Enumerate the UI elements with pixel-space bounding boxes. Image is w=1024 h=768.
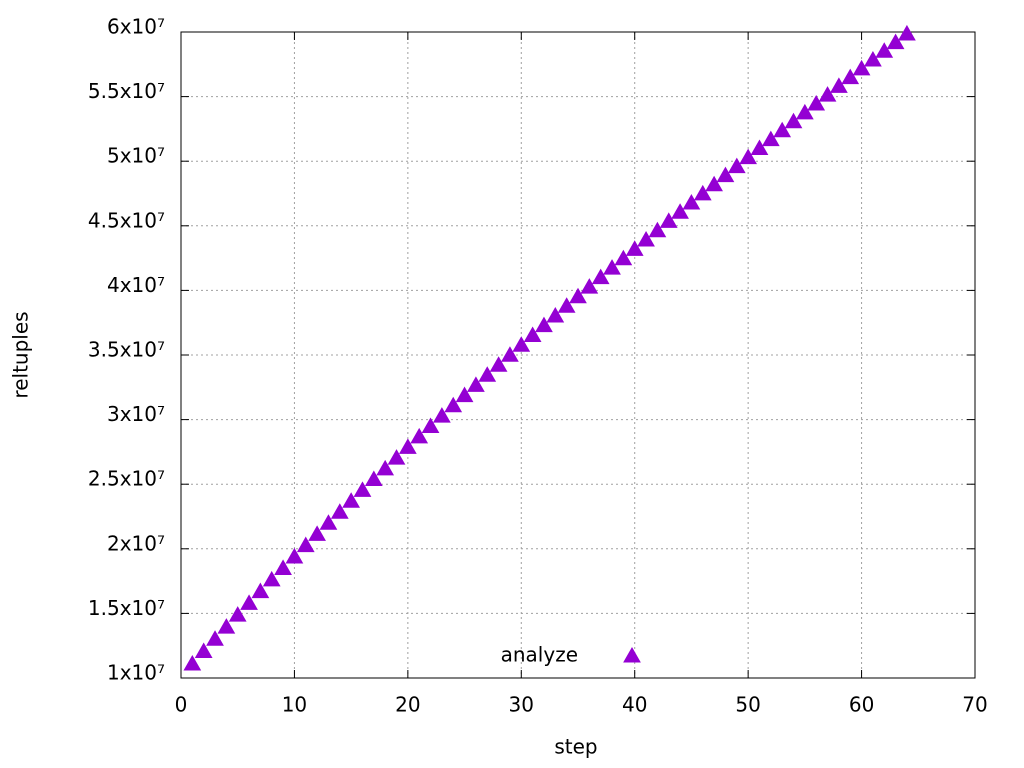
data-point [875,42,894,58]
data-point [818,86,837,102]
data-point [739,148,758,165]
data-point [364,470,383,487]
y-tick-label: 1x10⁷ [107,661,165,685]
y-tick-label: 6x10⁷ [107,15,165,39]
data-point [308,525,326,541]
data-point [489,356,508,372]
data-point [614,249,633,266]
data-point [569,287,587,304]
data-point [830,77,848,93]
data-point [217,618,236,634]
data-point [353,481,372,497]
data-point [716,166,735,183]
data-point [228,606,247,622]
data-point [727,157,746,174]
x-tick-label: 60 [849,693,874,717]
y-tick-label: 3x10⁷ [107,402,165,426]
data-point [444,396,463,413]
plot-frame [180,31,976,679]
data-point [682,194,701,210]
data-point [501,346,519,362]
data-point [795,103,814,120]
data-point [637,231,655,247]
data-point [761,130,780,147]
data-point [194,642,213,659]
x-tick-label: 70 [962,693,987,717]
data-point [648,221,667,238]
data-point [557,297,576,313]
x-tick-label: 10 [282,693,307,717]
data-point [319,514,338,530]
data-point [342,492,361,508]
data-point [433,407,451,423]
data-point [603,259,621,275]
y-tick-label: 3.5x10⁷ [88,338,165,362]
legend-marker [623,646,641,663]
x-tick-label: 20 [395,693,420,717]
x-tick-label: 40 [622,693,647,717]
data-point [693,184,712,201]
data-point [852,59,871,76]
data-point [206,630,224,646]
data-point [467,376,485,392]
legend-label: analyze [501,643,578,667]
data-point [898,24,916,41]
x-tick-label: 30 [509,693,534,717]
data-point [864,51,882,67]
data-point [625,240,644,256]
data-point [183,655,202,671]
data-point [240,594,258,610]
data-point [591,268,610,285]
data-point [262,570,281,587]
data-point [535,316,553,333]
data-point [750,139,769,156]
data-point [546,306,565,323]
data-point [410,427,429,444]
data-point [523,326,542,342]
y-tick-label: 4.5x10⁷ [88,208,165,232]
data-point [773,121,792,138]
x-tick-label: 50 [735,693,760,717]
data-point [285,547,304,564]
y-axis-label: reltuples [9,311,33,398]
data-point [398,438,417,454]
data-point [274,559,292,575]
data-point [376,459,395,476]
data-point [330,503,349,519]
data-point [296,536,315,553]
y-tick-label: 1.5x10⁷ [88,596,165,620]
data-point [886,33,905,50]
data-point [251,582,270,599]
y-tick-label: 2x10⁷ [107,531,165,555]
data-point [478,366,497,382]
data-point [705,175,723,192]
data-point [807,94,826,111]
data-point [512,336,531,352]
y-tick-label: 5.5x10⁷ [88,79,165,103]
data-point [421,417,440,433]
data-point [659,212,678,228]
y-tick-label: 2.5x10⁷ [88,467,165,491]
data-point [784,112,803,129]
data-point [455,386,474,403]
data-point [671,203,689,219]
y-tick-label: 5x10⁷ [107,144,165,168]
data-point [580,278,599,294]
data-point [387,449,406,465]
y-tick-label: 4x10⁷ [107,273,165,297]
data-point [841,68,860,85]
x-axis-label: step [554,735,597,759]
x-tick-label: 0 [175,693,188,717]
